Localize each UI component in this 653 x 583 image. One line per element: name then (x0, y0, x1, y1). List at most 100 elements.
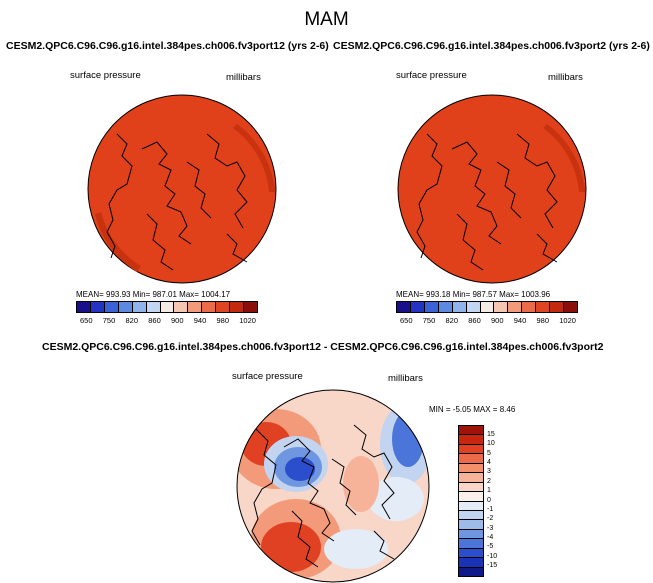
colorbar-swatch (459, 558, 483, 568)
panel-1-colorbar-ticks: 650 750 820 860 900 940 980 1020 (80, 316, 256, 325)
panel-1-stats: MEAN= 993.93 Min= 987.01 Max= 1004.17 (76, 290, 231, 299)
panel-1-map-shade (233, 124, 275, 192)
colorbar-tick-label: 900 (491, 316, 504, 325)
colorbar-tick-label: 1020 (559, 316, 576, 325)
colorbar-tick-label: 940 (193, 316, 207, 325)
colorbar-tick-label: 940 (513, 316, 527, 325)
colorbar-swatch (459, 435, 483, 445)
colorbar-tick-label: -3 (487, 524, 494, 532)
diff-panel-polar-map (236, 389, 430, 583)
figure-title: MAM (304, 9, 349, 30)
colorbar-swatch (459, 482, 483, 493)
panel-1-units-label: millibars (226, 72, 261, 83)
colorbar-swatch (230, 302, 245, 312)
colorbar-tick-label: 980 (536, 316, 550, 325)
panel-1-map-shade-2 (95, 212, 141, 272)
colorbar-swatch (459, 454, 483, 464)
colorbar-tick-label: -10 (487, 552, 498, 560)
colorbar-swatch (564, 302, 577, 312)
colorbar-swatch (459, 473, 483, 483)
colorbar-tick-label: 5 (487, 449, 491, 457)
colorbar-swatch (459, 492, 483, 502)
colorbar-tick-label: 4 (487, 459, 491, 466)
colorbar-swatch (459, 548, 483, 559)
colorbar-swatch (508, 302, 523, 312)
colorbar-tick-label: -4 (487, 534, 494, 541)
colorbar-swatch (410, 302, 425, 312)
colorbar-swatch (104, 302, 119, 312)
colorbar-swatch (536, 302, 551, 312)
colorbar-tick-label: 820 (125, 316, 139, 325)
colorbar-tick-label: 10 (487, 440, 495, 448)
colorbar-tick-label: -5 (487, 543, 494, 551)
colorbar-tick-label: 1 (487, 487, 491, 495)
colorbar-swatch (459, 520, 483, 530)
colorbar-swatch (550, 302, 565, 312)
colorbar-tick-label: 1020 (239, 316, 256, 325)
colorbar-swatch (459, 539, 483, 549)
colorbar-tick-label: 860 (468, 316, 481, 325)
colorbar-swatch (494, 302, 509, 312)
colorbar-tick-label: 860 (148, 316, 161, 325)
colorbar-swatch (459, 501, 483, 511)
colorbar-swatch (146, 302, 161, 312)
colorbar-swatch (466, 302, 481, 312)
panel-1-polar-map (87, 94, 277, 284)
colorbar-swatch (174, 302, 189, 312)
colorbar-swatch (438, 302, 453, 312)
diff-colorbar-ticks: 15 10 5 4 3 2 1 0 -1 -2 -3 -4 -5 -10 -15 (487, 425, 497, 570)
colorbar-swatch (424, 302, 439, 312)
colorbar-swatch (132, 302, 147, 312)
panel-1-map-fill (87, 94, 277, 284)
colorbar-swatch (216, 302, 231, 312)
diff-panel-map-border (236, 389, 430, 583)
colorbar-swatch (397, 302, 411, 312)
colorbar-swatch (459, 426, 483, 436)
diff-panel-variable-label: surface pressure (232, 371, 303, 382)
colorbar-swatch (480, 302, 495, 312)
panel-2-stats: MEAN= 993.18 Min= 987.57 Max= 1003.96 (396, 290, 551, 299)
panel-2-title: CESM2.QPC6.C96.C96.g16.intel.384pes.ch00… (333, 40, 650, 52)
panel-1-colorbar (76, 301, 258, 313)
colorbar-swatch (452, 302, 467, 312)
colorbar-swatch (244, 302, 257, 312)
diff-panel-units-label: millibars (388, 373, 423, 384)
colorbar-tick-label: -15 (487, 562, 498, 570)
colorbar-tick-label: 900 (171, 316, 184, 325)
colorbar-swatch (202, 302, 217, 312)
diff-panel-stats: MIN = -5.05 MAX = 8.46 (429, 405, 516, 414)
panel-2-colorbar-ticks: 650 750 820 860 900 940 980 1020 (400, 316, 576, 325)
colorbar-swatch (160, 302, 175, 312)
panel-2-units-label: millibars (548, 72, 583, 83)
panel-2-colorbar (396, 301, 578, 313)
colorbar-tick-label: 820 (445, 316, 459, 325)
colorbar-tick-label: 750 (102, 316, 116, 325)
colorbar-swatch (77, 302, 91, 312)
colorbar-tick-label: 0 (487, 496, 491, 504)
diff-panel-title: CESM2.QPC6.C96.C96.g16.intel.384pes.ch00… (42, 341, 604, 353)
colorbar-swatch (459, 463, 483, 474)
colorbar-tick-label: 2 (487, 477, 491, 485)
colorbar-swatch (459, 510, 483, 521)
colorbar-tick-label: -1 (487, 505, 494, 513)
colorbar-swatch (459, 567, 483, 576)
colorbar-swatch (118, 302, 133, 312)
colorbar-tick-label: 980 (216, 316, 230, 325)
panel-2-variable-label: surface pressure (396, 70, 467, 81)
colorbar-tick-label: -2 (487, 515, 494, 523)
panel-2-map-shade (543, 124, 585, 192)
colorbar-swatch (522, 302, 537, 312)
diff-colorbar (458, 425, 484, 577)
colorbar-swatch (90, 302, 105, 312)
colorbar-tick-label: 650 (80, 316, 93, 325)
panel-2-polar-map (397, 94, 587, 284)
colorbar-tick-label: 650 (400, 316, 413, 325)
panel-1-variable-label: surface pressure (70, 70, 141, 81)
colorbar-tick-label: 15 (487, 430, 495, 438)
colorbar-tick-label: 3 (487, 468, 491, 476)
panel-2-map-fill (397, 94, 587, 284)
colorbar-swatch (188, 302, 203, 312)
colorbar-swatch (459, 444, 483, 455)
panel-1-title: CESM2.QPC6.C96.C96.g16.intel.384pes.ch00… (6, 40, 329, 52)
colorbar-swatch (459, 529, 483, 540)
